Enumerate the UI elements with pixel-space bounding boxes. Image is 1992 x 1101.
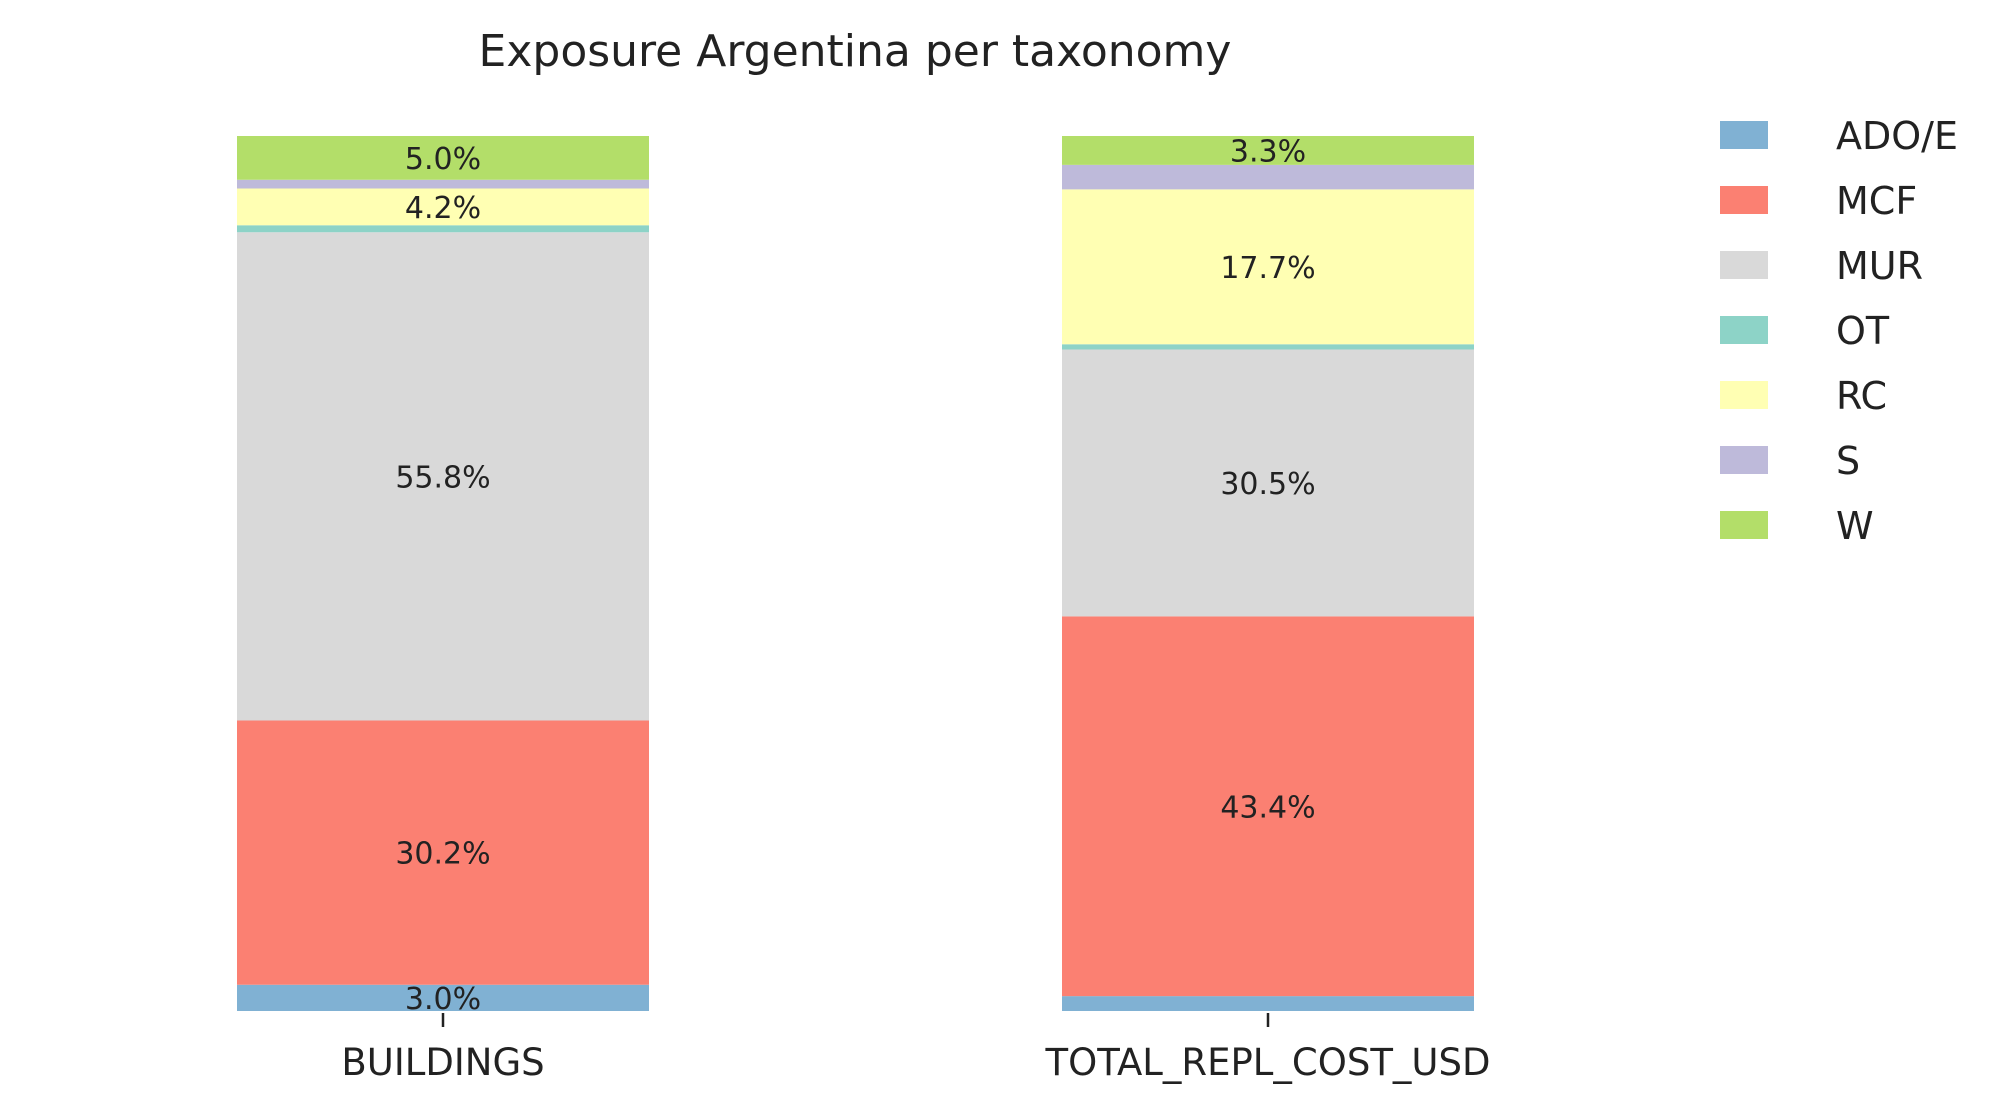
bar-segment xyxy=(237,232,649,721)
bars-layer xyxy=(237,136,1474,1011)
bar-segment xyxy=(1062,616,1474,997)
legend-swatch xyxy=(1720,251,1768,279)
legend-swatch xyxy=(1720,186,1768,214)
bar-segment xyxy=(1062,189,1474,345)
legend-label: MCF xyxy=(1836,179,1917,223)
bar-segment xyxy=(1062,136,1474,165)
bar-segment xyxy=(237,188,649,226)
legend-swatch xyxy=(1720,446,1768,474)
data-label: 3.0% xyxy=(405,982,481,1017)
bar-segment xyxy=(1062,164,1474,190)
legend-label: OT xyxy=(1836,309,1890,353)
legend-label: W xyxy=(1836,504,1874,548)
x-tick-label: TOTAL_REPL_COST_USD xyxy=(1045,1041,1491,1084)
bar-segment xyxy=(1062,996,1474,1011)
data-label: 55.8% xyxy=(395,460,490,495)
legend-swatch xyxy=(1720,511,1768,539)
data-label: 30.5% xyxy=(1220,467,1315,502)
bar-segment xyxy=(1062,349,1474,617)
bar-segment xyxy=(237,720,649,985)
bar-segment xyxy=(237,225,649,233)
bar-segment xyxy=(237,984,649,1011)
legend-label: MUR xyxy=(1836,244,1923,288)
legend-swatch xyxy=(1720,381,1768,409)
legend-label: ADO/E xyxy=(1836,114,1958,158)
bar-segment xyxy=(237,179,649,189)
legend: ADO/E MCF MUR OT RC SW xyxy=(1720,114,1958,548)
data-label: 30.2% xyxy=(395,837,490,872)
legend-label: RC xyxy=(1836,374,1887,418)
chart-title: Exposure Argentina per taxonomy xyxy=(479,26,1232,77)
data-label: 5.0% xyxy=(405,142,481,177)
legend-swatch xyxy=(1720,121,1768,149)
data-label: 43.4% xyxy=(1220,790,1315,825)
data-labels-layer: 3.0% 30.2% 55.8% 4.2% 5.0% 43.4% 30.5% 17.7% 3.3… xyxy=(395,134,1315,1016)
x-tick-label: BUILDINGS xyxy=(341,1041,544,1084)
bar-segment xyxy=(237,136,649,180)
data-label: 17.7% xyxy=(1220,251,1315,286)
data-label: 4.2% xyxy=(405,191,481,226)
x-axis: BUILDINGS TOTAL_REPL_COST_USD xyxy=(341,1013,1491,1084)
data-label: 3.3% xyxy=(1230,134,1306,169)
legend-label: S xyxy=(1836,439,1860,483)
bar-segment xyxy=(1062,344,1474,350)
legend-swatch xyxy=(1720,316,1768,344)
